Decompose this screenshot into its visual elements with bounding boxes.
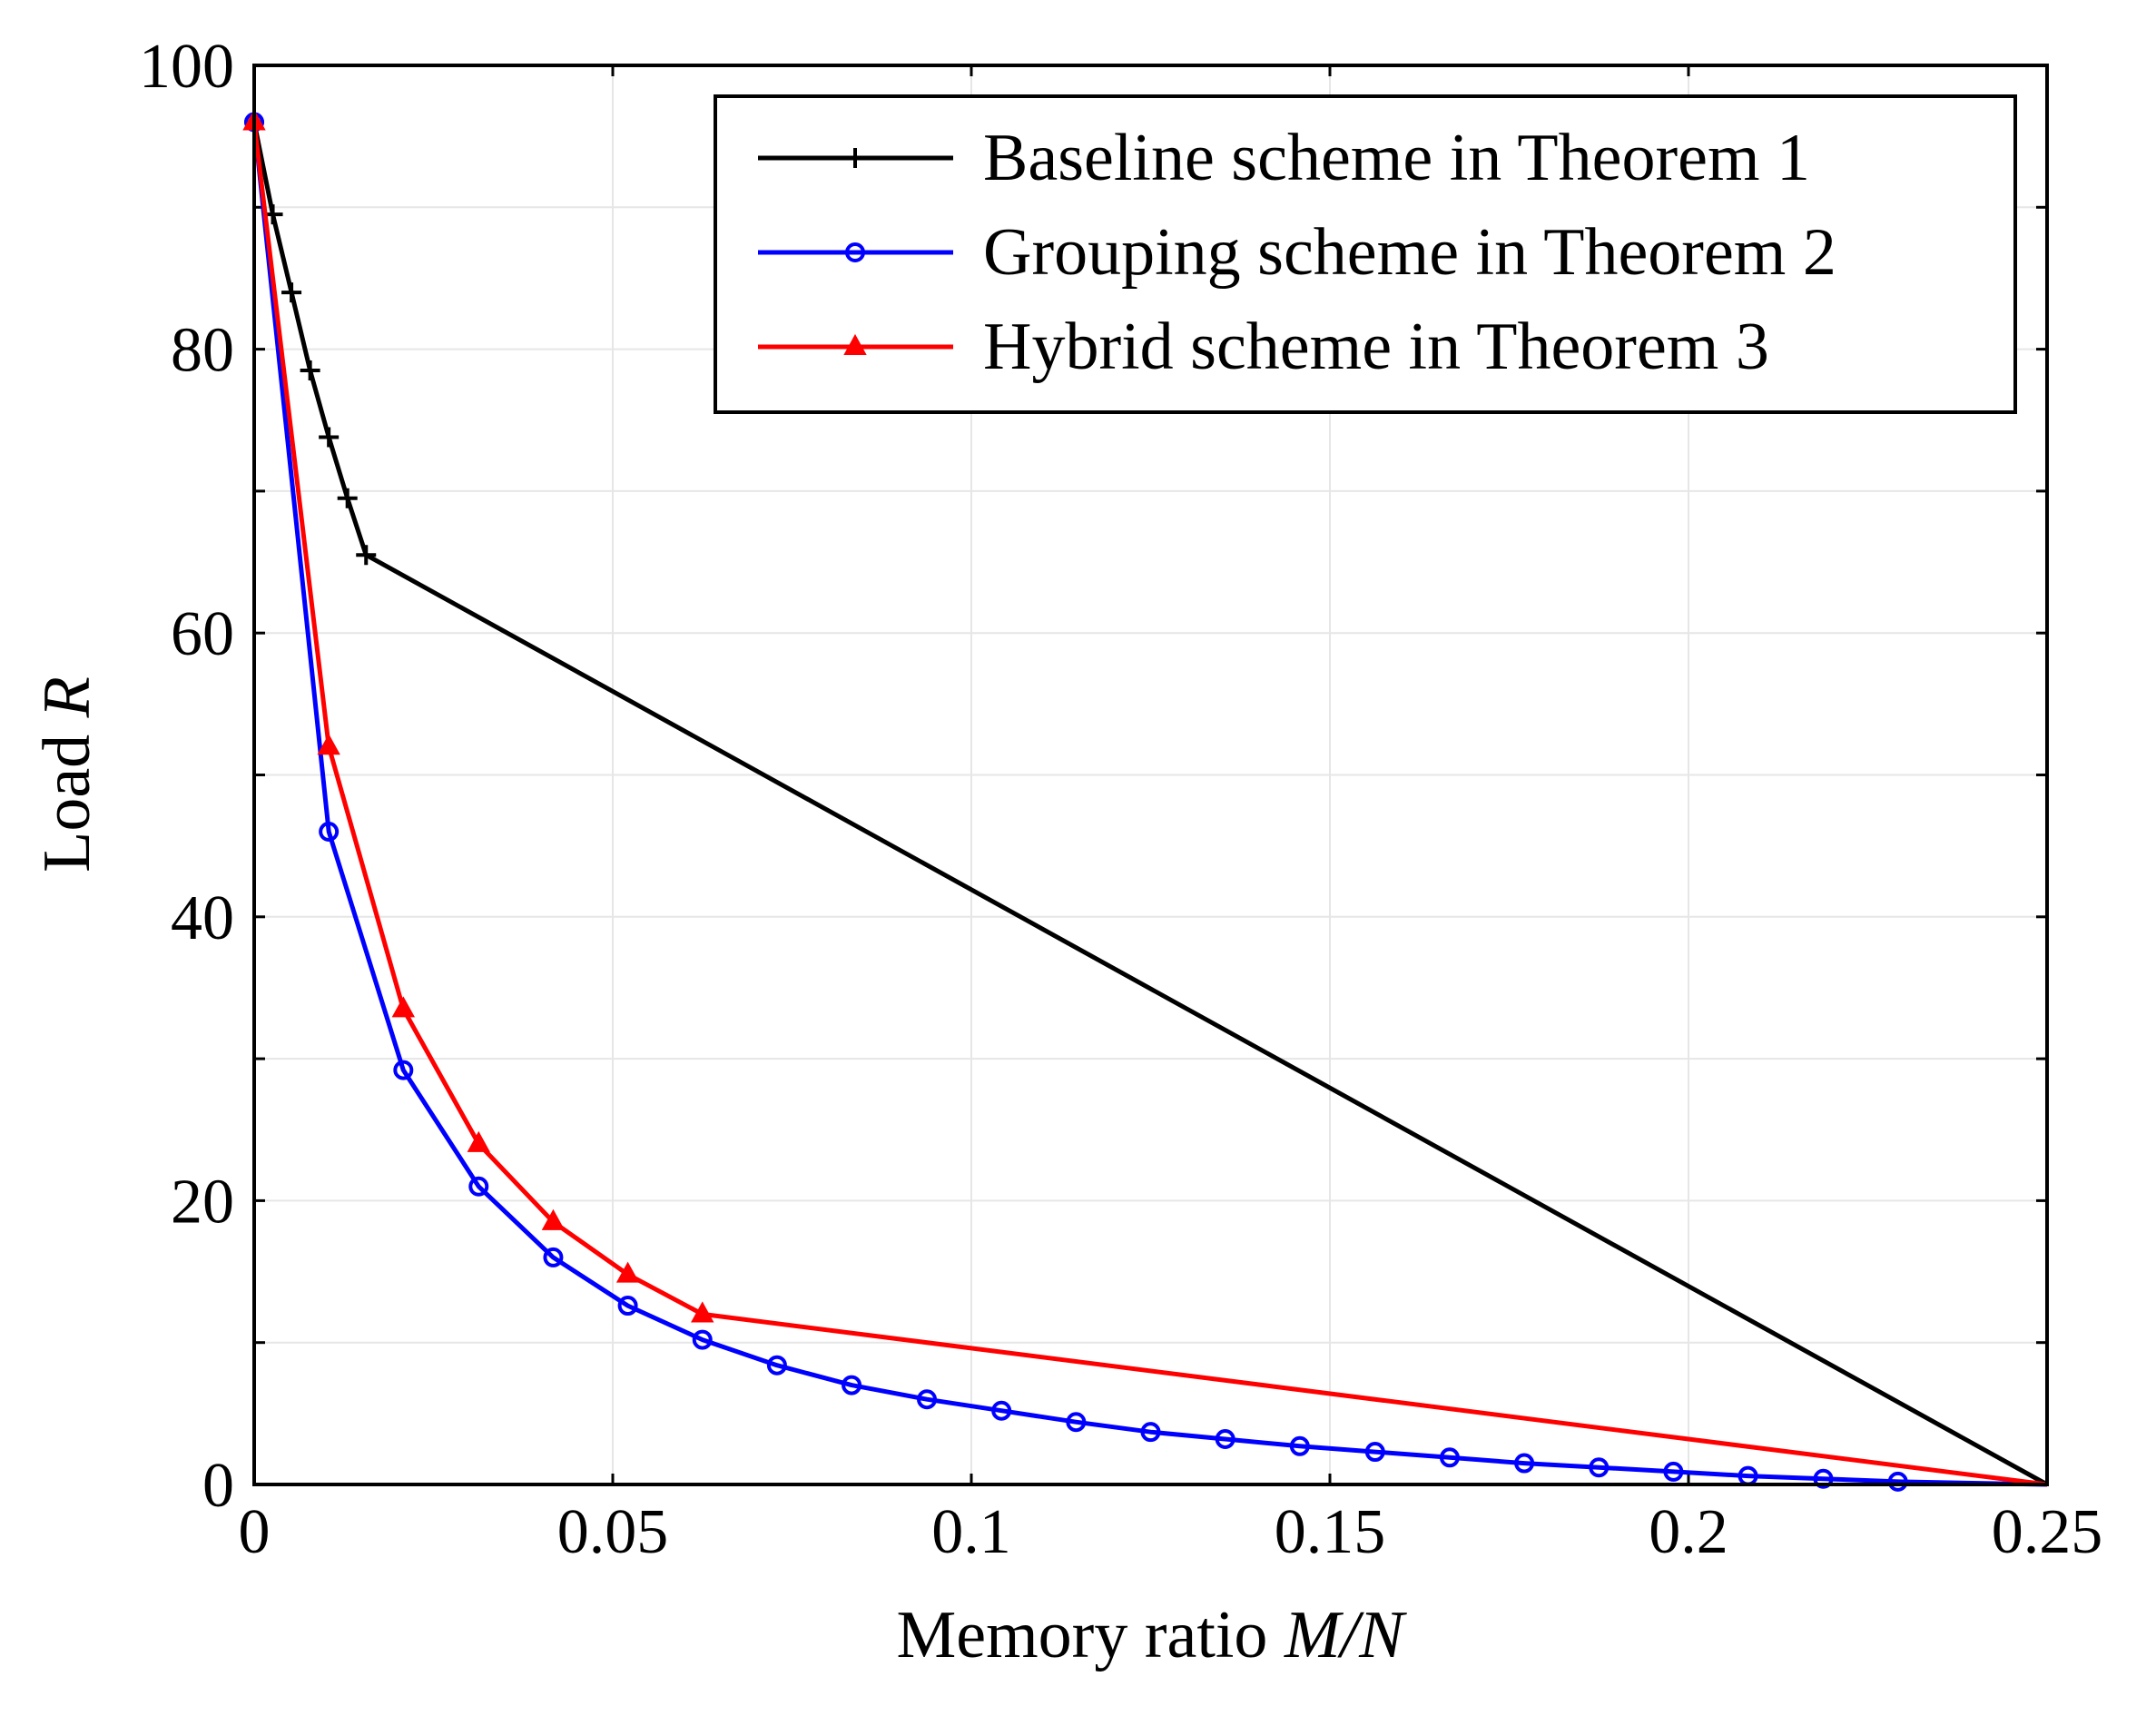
triangle-marker [391,996,416,1018]
triangle-marker [843,333,867,355]
circle-marker [1364,1442,1385,1463]
circle-marker [1289,1435,1310,1456]
series-2 [242,109,2048,1487]
y-axis-title: Load R [30,676,104,873]
circle-marker [1439,1447,1460,1468]
plot-frame [252,64,2049,1486]
circle-marker [845,242,865,262]
x-axis-title: Memory ratio M/N [896,1598,1407,1672]
legend-entry: Grouping scheme in Theorem 2 [758,215,1836,290]
y-tick-label: 40 [171,883,234,953]
circle-marker [1140,1422,1161,1443]
x-tick-label: 0.15 [1275,1497,1386,1567]
cross-marker [356,545,377,566]
legend: Baseline scheme in Theorem 1 Grouping sch… [714,94,2017,414]
circle-marker [766,1355,787,1376]
y-tick-label: 60 [171,599,234,669]
circle-marker [1215,1428,1236,1449]
x-tick-label: 0.1 [931,1497,1011,1567]
circle-marker [991,1400,1012,1421]
circle-marker [468,1176,489,1197]
series-line [251,122,2049,1487]
cross-marker [319,427,340,448]
cross-marker [337,488,358,508]
circle-marker [1589,1457,1610,1478]
cross-marker [281,282,302,303]
tick-labels: 0 0.05 0.1 0.15 0.2 0.25 0 20 40 60 80 100 [139,32,2102,1567]
x-tick-label: 0.2 [1649,1497,1728,1567]
circle-marker [1813,1468,1834,1489]
y-tick-label: 20 [171,1167,234,1237]
circle-marker [1887,1471,1908,1492]
x-tick-label: 0 [239,1497,271,1567]
triangle-marker [541,1208,566,1230]
series-line [251,122,2048,1487]
x-tick-label: 0.05 [557,1497,669,1567]
legend-entry: Baseline scheme in Theorem 1 [758,121,1810,195]
triangle-marker [317,734,340,755]
cross-marker [300,360,320,381]
circle-marker [917,1389,938,1410]
legend-entry: Hybrid scheme in Theorem 3 [758,310,1769,384]
circle-marker [692,1329,713,1350]
y-tick-label: 80 [171,316,234,386]
triangle-marker [615,1261,640,1283]
circle-marker [1514,1453,1535,1474]
cross-marker [845,148,865,168]
legend-label: Hybrid scheme in Theorem 3 [983,310,1769,384]
circle-marker [393,1060,414,1080]
legend-label: Baseline scheme in Theorem 1 [983,121,1810,195]
circle-marker [1066,1412,1087,1433]
circle-marker [617,1296,638,1317]
triangle-marker [691,1301,714,1323]
legend-label: Grouping scheme in Theorem 2 [983,215,1836,290]
circle-marker [319,822,340,843]
circle-marker [842,1375,862,1395]
y-tick-label: 100 [139,32,234,102]
circle-marker [543,1247,564,1267]
series-line [251,122,2048,1487]
triangle-marker [467,1130,490,1152]
y-tick-label: 0 [202,1451,234,1521]
x-tick-label: 0.25 [1992,1497,2103,1567]
series-0 [244,112,2049,1487]
series-layer [242,109,2049,1492]
circle-marker [1663,1461,1684,1482]
